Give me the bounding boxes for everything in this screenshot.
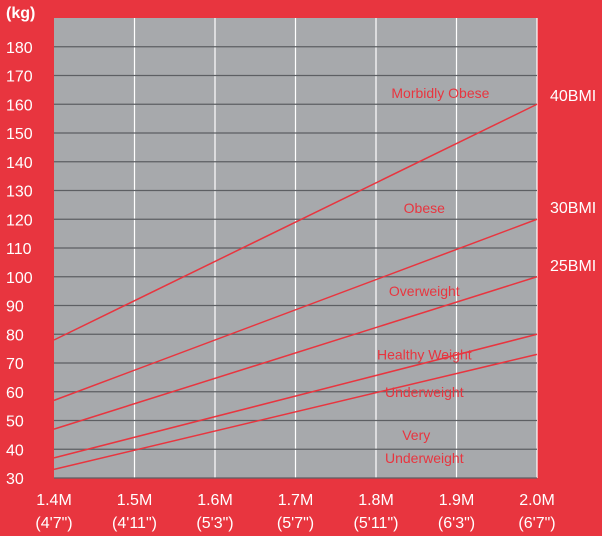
y-axis-label: (kg) <box>6 5 35 22</box>
y-tick-label: 50 <box>6 414 24 431</box>
y-tick-label: 30 <box>6 471 24 488</box>
x-tick-sublabel: (4'11") <box>112 515 157 532</box>
zone-label: Underweight <box>385 450 464 466</box>
bmi-30-label: 30BMI <box>550 200 596 217</box>
bmi-30-line <box>53 218 538 402</box>
y-tick-label: 40 <box>6 442 24 459</box>
x-tick-sublabel: (5'3") <box>196 515 233 532</box>
bmi-20-line <box>53 333 538 459</box>
bmi-40-label: 40BMI <box>550 88 596 105</box>
bmi-18-5-line <box>53 353 538 471</box>
x-tick-label: 1.5M <box>117 492 153 509</box>
x-tick-label: 1.6M <box>197 492 233 509</box>
y-tick-label: 160 <box>6 97 33 114</box>
y-tick-label: 100 <box>6 270 33 287</box>
zone-label: Healthy Weight <box>377 346 472 362</box>
y-tick-label: 110 <box>6 241 32 258</box>
x-tick-label: 1.7M <box>278 492 314 509</box>
y-tick-label: 60 <box>6 385 24 402</box>
zone-label: Underweight <box>385 384 464 400</box>
y-tick-label: 70 <box>6 356 24 373</box>
horizontal-gridlines <box>54 46 537 479</box>
zone-label: Obese <box>404 200 445 216</box>
x-tick-sublabel: (5'7") <box>277 515 314 532</box>
bmi-40-line <box>53 103 538 341</box>
x-tick-sublabel: (4'7") <box>35 515 72 532</box>
y-axis-ticks: 30 40 50 60 70 80 90 100 110 120 130 140 150 160 170 18… <box>6 40 33 488</box>
x-tick-sublabel: (6'7") <box>518 515 555 532</box>
x-tick-sublabel: (6'3") <box>438 515 475 532</box>
y-tick-label: 180 <box>6 40 33 57</box>
zone-label: Overweight <box>389 283 460 299</box>
x-tick-label: 1.9M <box>439 492 475 509</box>
x-tick-sublabel: (5'11") <box>354 515 399 532</box>
y-tick-label: 90 <box>6 299 24 316</box>
x-tick-label: 1.8M <box>358 492 394 509</box>
x-axis-ticks: 1.4M (4'7") 1.5M (4'11") 1.6M (5'3") 1.7M (5'7"… <box>35 492 555 532</box>
zone-label: Very <box>402 427 430 443</box>
zone-label: Morbidly Obese <box>391 85 489 101</box>
x-tick-label: 2.0M <box>519 492 555 509</box>
y-tick-label: 130 <box>6 184 33 201</box>
bmi-25-line <box>53 276 538 430</box>
y-tick-label: 120 <box>6 212 33 229</box>
y-tick-label: 170 <box>6 69 33 86</box>
y-tick-label: 140 <box>6 155 33 172</box>
bmi-lines <box>53 103 538 471</box>
zone-labels: Morbidly Obese Obese Overweight Healthy Wei… <box>377 85 490 466</box>
x-tick-label: 1.4M <box>36 492 72 509</box>
y-tick-label: 80 <box>6 327 24 344</box>
y-tick-label: 150 <box>6 126 33 143</box>
bmi-25-label: 25BMI <box>550 258 596 275</box>
bmi-labels: 40BMI 30BMI 25BMI <box>550 88 596 275</box>
